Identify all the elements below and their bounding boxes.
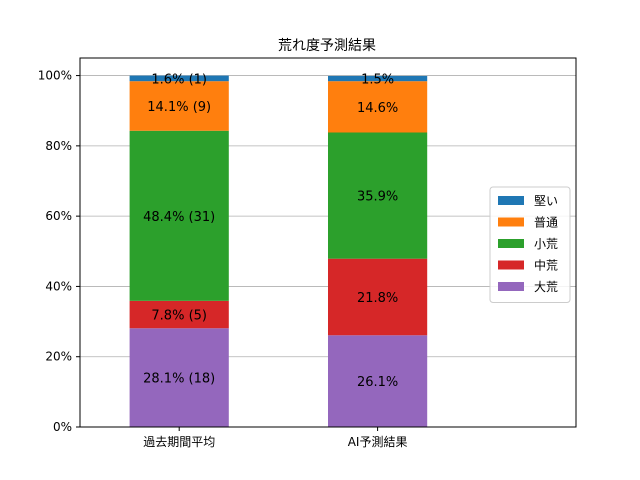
data-label: 1.5% (361, 73, 394, 88)
bar-segment (328, 132, 428, 259)
legend-swatch (498, 282, 524, 291)
y-tick-label: 0% (53, 420, 72, 434)
legend-swatch (498, 217, 524, 227)
y-axis: 0% 20% 40% 60% 80% 100% (38, 69, 80, 434)
y-tick-label: 20% (45, 350, 72, 364)
data-label: 1.6% (1) (151, 72, 207, 87)
legend-label: 小荒 (534, 237, 558, 251)
bar-segment (328, 335, 428, 427)
legend-label: 堅い (534, 194, 558, 208)
data-label: 28.1% (18) (143, 372, 215, 387)
bar-segment (129, 300, 229, 329)
legend-label: 普通 (534, 216, 558, 230)
bars (129, 75, 428, 427)
x-tick-label: 過去期間平均 (143, 435, 215, 449)
data-label: 7.8% (5) (151, 309, 207, 324)
legend-swatch (498, 239, 524, 248)
bar-segment (328, 258, 428, 336)
y-tick-label: 100% (38, 69, 72, 83)
bar-segment (129, 75, 229, 82)
data-label: 35.9% (357, 190, 398, 205)
data-label: 21.8% (357, 291, 398, 306)
data-label: 14.6% (357, 101, 398, 116)
legend-label: 中荒 (534, 258, 558, 273)
bar-segment (129, 130, 229, 301)
plot-frame (79, 57, 577, 428)
bar-segment (129, 81, 229, 131)
segment-labels: 28.1% (18) 7.8% (5) 48.4% (31) 14.1% (9) 1.6… (143, 72, 398, 390)
chart-title: 荒れ度予測結果 (278, 38, 376, 54)
data-label: 26.1% (357, 375, 398, 390)
bar-segment (328, 75, 428, 82)
bar-segment (129, 328, 229, 427)
data-label: 14.1% (9) (147, 100, 211, 115)
legend-swatch (498, 260, 524, 270)
bar-segment (328, 81, 428, 133)
legend-label: 大荒 (534, 280, 558, 294)
y-tick-label: 60% (45, 209, 72, 223)
y-tick-label: 40% (45, 279, 72, 293)
legend-swatch (498, 196, 524, 205)
x-axis: 過去期間平均 AI予測結果 (143, 427, 407, 449)
legend-frame (489, 186, 571, 303)
x-tick-label: AI予測結果 (348, 435, 408, 449)
y-tick-label: 80% (45, 139, 72, 153)
data-label: 48.4% (31) (143, 210, 215, 225)
